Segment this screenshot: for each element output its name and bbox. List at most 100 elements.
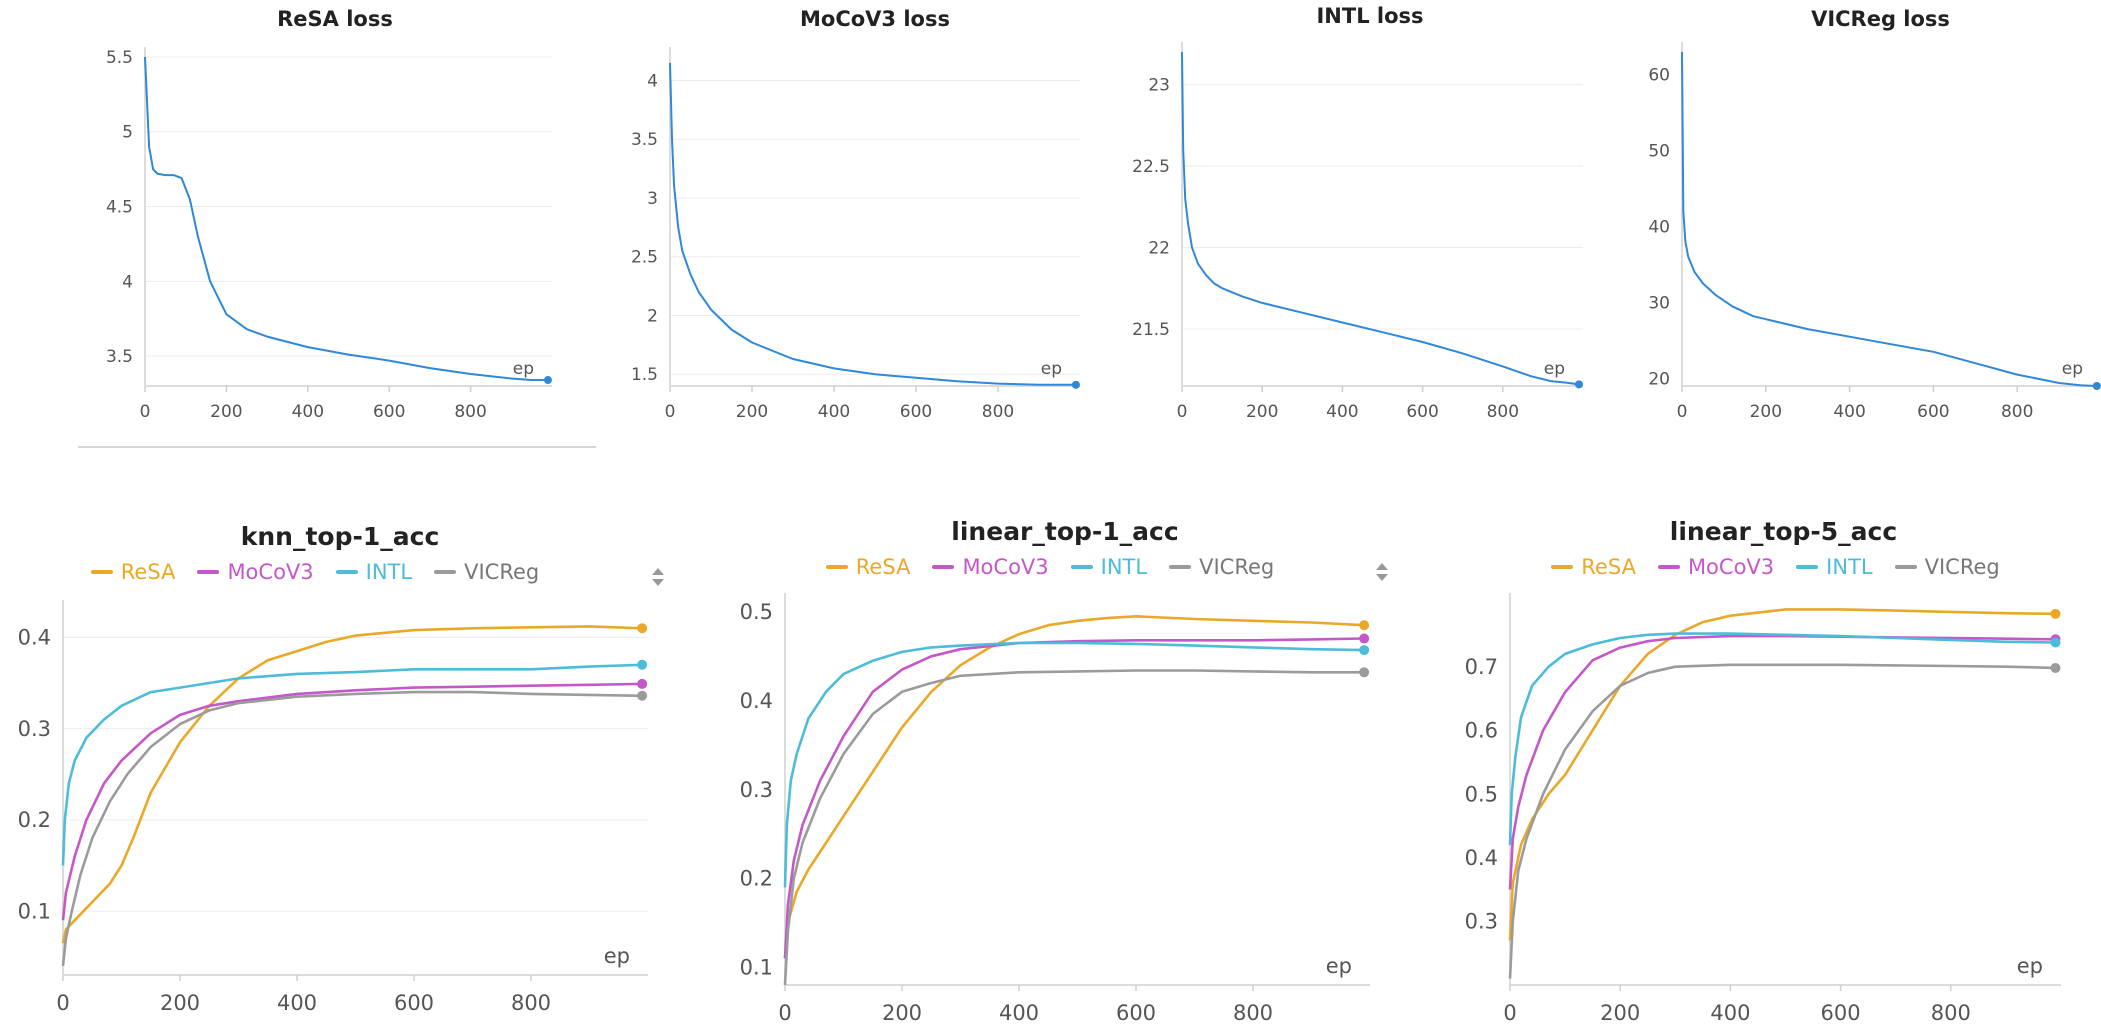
y-tick-label: 1.5: [631, 365, 658, 385]
x-tick-label: 0: [1677, 402, 1688, 422]
x-tick-label: 600: [1821, 1001, 1861, 1025]
chart-title: ReSA loss: [277, 7, 393, 31]
x-tick-label: 200: [1750, 402, 1782, 422]
x-tick-label: 200: [736, 402, 768, 422]
x-axis-label: ep: [2062, 359, 2083, 379]
series-end-point: [637, 678, 648, 689]
x-tick-label: 200: [210, 402, 242, 422]
series-end-point: [543, 376, 552, 385]
chart-plot: 21.5 22 22.5 23 0 200 400 600 800 ep: [1132, 42, 1583, 422]
legend-item-mocov3[interactable]: MoCoV3: [1657, 555, 1774, 579]
legend-item-mocov3[interactable]: MoCoV3: [197, 560, 314, 584]
y-tick-label: 0.3: [740, 778, 773, 802]
legend-item-intl[interactable]: INTL: [335, 560, 412, 584]
legend-item-vicreg[interactable]: VICReg: [1169, 555, 1274, 579]
divider: [78, 446, 596, 448]
x-tick-label: 0: [778, 1001, 791, 1025]
series-line-vicreg: [783, 669, 1365, 986]
y-tick-label: 0.7: [1465, 655, 1498, 679]
series-line: [669, 62, 1076, 386]
legend-swatch: [197, 570, 220, 574]
series-line-intl: [783, 641, 1365, 888]
x-tick-label: 0: [1503, 1001, 1516, 1025]
legend-item-resa[interactable]: ReSA: [90, 560, 176, 584]
y-tick-label: 2.5: [631, 248, 658, 268]
series-line-resa: [61, 625, 643, 944]
x-tick-label: 0: [56, 991, 69, 1015]
y-tick-label: 4: [122, 272, 133, 292]
y-tick-label: 2: [647, 306, 658, 326]
chart-legend: ReSA MoCoV3 INTL VICReg: [0, 560, 660, 584]
legend-swatch: [1894, 565, 1917, 569]
y-tick-label: 0.5: [740, 600, 773, 624]
legend-item-vicreg[interactable]: VICReg: [434, 560, 539, 584]
chart-linear-top5-acc: linear_top-5_acc ReSA MoCoV3 INTL VICReg…: [1410, 515, 2101, 1033]
y-tick-label: 3: [647, 189, 658, 209]
chart-mocov3-loss: MoCoV3 loss 1.5 2 2.5 3 3.5 4 0 200 400 600 800 ep: [600, 0, 1100, 440]
series-line: [1681, 51, 2097, 387]
x-tick-label: 0: [1177, 402, 1188, 422]
series-line-mocov3: [783, 637, 1365, 959]
chart-vicreg-loss: VICReg loss 20 30 40 50 60 0 200 400 600 800 ep: [1600, 0, 2101, 440]
chart-title: INTL loss: [1316, 4, 1424, 28]
x-tick-label: 800: [1233, 1001, 1273, 1025]
x-tick-label: 600: [373, 402, 405, 422]
y-tick-label: 20: [1648, 369, 1670, 389]
y-tick-label: 0.3: [1465, 910, 1498, 934]
y-tick-label: 0.4: [1465, 846, 1498, 870]
x-tick-label: 800: [511, 991, 551, 1015]
y-tick-label: 0.5: [1465, 782, 1498, 806]
x-tick-label: 400: [999, 1001, 1039, 1025]
legend-label: INTL: [1826, 555, 1873, 579]
legend-item-intl[interactable]: INTL: [1070, 555, 1147, 579]
legend-item-intl[interactable]: INTL: [1796, 555, 1873, 579]
legend-item-mocov3[interactable]: MoCoV3: [932, 555, 1049, 579]
series-end-point: [2092, 382, 2101, 390]
series-end-point: [1359, 645, 1370, 656]
x-tick-label: 600: [1406, 402, 1438, 422]
x-tick-label: 800: [454, 402, 486, 422]
sort-icon[interactable]: [1375, 561, 1389, 583]
x-tick-label: 400: [292, 402, 324, 422]
x-tick-label: 400: [818, 402, 850, 422]
series-line-vicreg: [61, 690, 643, 967]
series-line-intl: [1508, 632, 2056, 845]
y-tick-label: 60: [1648, 66, 1670, 86]
x-tick-label: 200: [1246, 402, 1278, 422]
y-tick-label: 0.4: [740, 689, 773, 713]
y-tick-label: 0.2: [740, 867, 773, 891]
series-line-intl: [61, 663, 643, 866]
x-axis-label: ep: [604, 944, 630, 968]
legend-label: ReSA: [1581, 555, 1636, 579]
series-line: [144, 56, 548, 381]
legend-item-vicreg[interactable]: VICReg: [1894, 555, 2000, 579]
legend-label: MoCoV3: [227, 560, 314, 584]
x-tick-label: 800: [2001, 402, 2033, 422]
legend-label: ReSA: [120, 560, 176, 584]
legend-item-resa[interactable]: ReSA: [1551, 555, 1636, 579]
x-tick-label: 200: [160, 991, 200, 1015]
chart-legend: ReSA MoCoV3 INTL VICReg: [1430, 555, 2101, 579]
y-tick-label: 23: [1148, 76, 1170, 96]
series-line: [1181, 51, 1580, 386]
series-line-vicreg: [1508, 663, 2056, 979]
x-axis-label: ep: [1326, 954, 1352, 978]
chart-plot: 1.5 2 2.5 3 3.5 4 0 200 400 600 800 ep: [631, 47, 1080, 422]
legend-item-resa[interactable]: ReSA: [825, 555, 910, 579]
x-axis-label: ep: [2017, 954, 2043, 978]
x-tick-label: 800: [1931, 1001, 1971, 1025]
series-line-resa: [783, 615, 1365, 959]
y-tick-label: 0.1: [740, 956, 773, 980]
legend-swatch: [1551, 565, 1574, 569]
series-end-point: [637, 623, 648, 634]
legend-swatch: [1657, 565, 1680, 569]
sort-icon[interactable]: [651, 566, 665, 588]
x-tick-label: 600: [394, 991, 434, 1015]
y-tick-label: 30: [1648, 293, 1670, 313]
x-tick-label: 600: [1917, 402, 1949, 422]
legend-swatch: [434, 570, 457, 574]
legend-label: MoCoV3: [962, 555, 1049, 579]
chart-title: linear_top-5_acc: [1669, 517, 1898, 546]
y-tick-label: 50: [1648, 142, 1670, 162]
